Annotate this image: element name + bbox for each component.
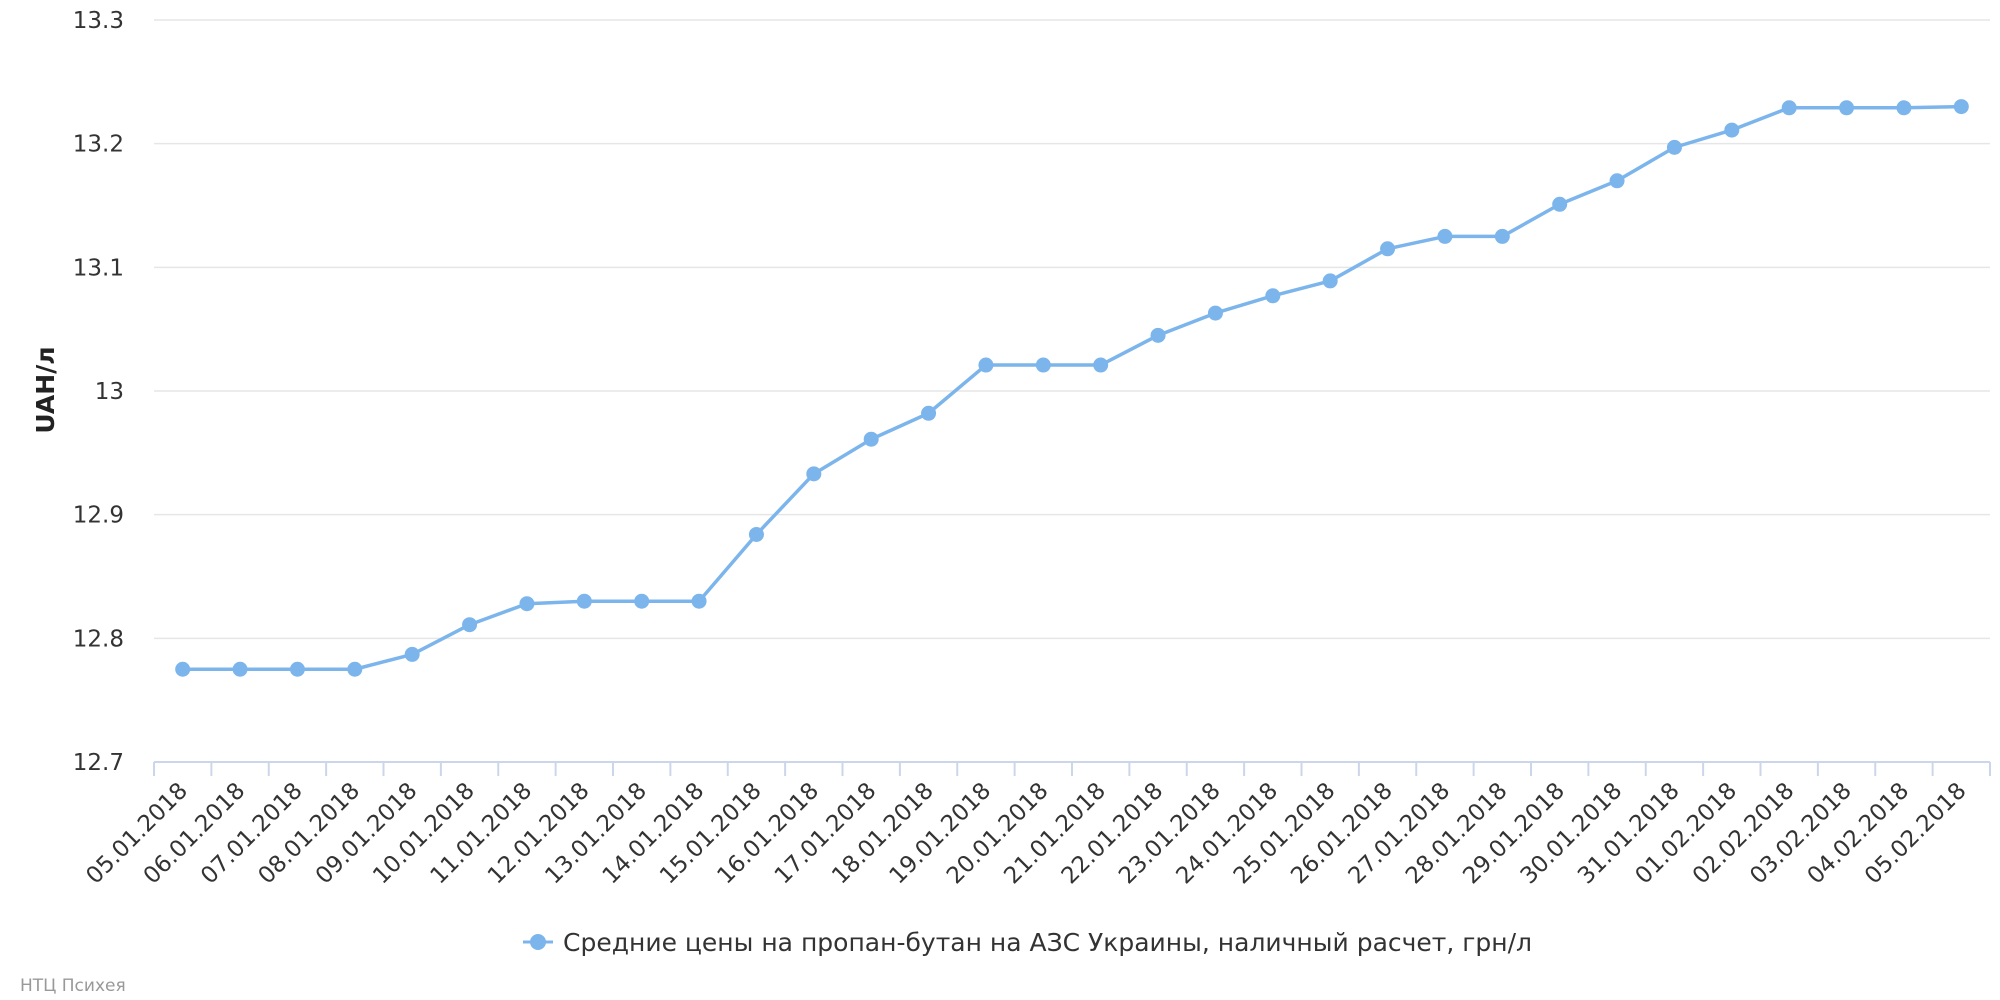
y-tick-label: 12.9 bbox=[73, 503, 124, 529]
data-point[interactable] bbox=[1265, 288, 1281, 304]
data-point[interactable] bbox=[404, 646, 420, 662]
y-tick-label: 13.3 bbox=[73, 8, 124, 34]
legend[interactable]: Средние цены на пропан-бутан на АЗС Укра… bbox=[523, 928, 1532, 957]
data-point[interactable] bbox=[1666, 139, 1682, 155]
grid-lines bbox=[154, 19, 1990, 640]
data-point[interactable] bbox=[1093, 357, 1109, 373]
data-point[interactable] bbox=[347, 661, 363, 677]
legend-label[interactable]: Средние цены на пропан-бутан на АЗС Укра… bbox=[563, 928, 1532, 957]
data-point[interactable] bbox=[1035, 357, 1051, 373]
y-tick-label: 12.7 bbox=[73, 750, 124, 776]
data-point[interactable] bbox=[1781, 100, 1797, 116]
data-point[interactable] bbox=[806, 466, 822, 482]
data-point[interactable] bbox=[1150, 327, 1166, 343]
y-axis-title: UAH/л bbox=[31, 346, 60, 433]
legend-marker-icon bbox=[530, 934, 546, 950]
data-point[interactable] bbox=[576, 593, 592, 609]
data-point[interactable] bbox=[1494, 228, 1510, 244]
data-point[interactable] bbox=[863, 431, 879, 447]
data-point[interactable] bbox=[1609, 173, 1625, 189]
data-point[interactable] bbox=[289, 661, 305, 677]
data-point[interactable] bbox=[634, 593, 650, 609]
data-point[interactable] bbox=[175, 661, 191, 677]
data-point[interactable] bbox=[1953, 99, 1969, 115]
data-point[interactable] bbox=[232, 661, 248, 677]
data-point[interactable] bbox=[519, 596, 535, 612]
x-axis bbox=[153, 761, 1991, 776]
credit-text: НТЦ Психея bbox=[20, 976, 126, 996]
y-tick-label: 13 bbox=[95, 379, 124, 405]
data-point[interactable] bbox=[1839, 100, 1855, 116]
data-point[interactable] bbox=[1380, 241, 1396, 257]
series-line bbox=[180, 104, 1964, 671]
data-point[interactable] bbox=[462, 617, 478, 633]
x-tick-labels: 05.01.201806.01.201807.01.201808.01.2018… bbox=[81, 778, 1971, 890]
data-point[interactable] bbox=[978, 357, 994, 373]
series-line-path bbox=[180, 104, 1964, 671]
y-tick-label: 13.2 bbox=[73, 132, 124, 158]
data-point[interactable] bbox=[1896, 100, 1912, 116]
data-point[interactable] bbox=[921, 405, 937, 421]
data-point[interactable] bbox=[1552, 196, 1568, 212]
data-point[interactable] bbox=[691, 593, 707, 609]
data-point[interactable] bbox=[1207, 305, 1223, 321]
data-point[interactable] bbox=[1437, 228, 1453, 244]
data-point[interactable] bbox=[1724, 122, 1740, 138]
y-axis: 12.7 12.8 12.9 13 13.1 13.2 13.3 bbox=[73, 8, 124, 776]
y-tick-label: 13.1 bbox=[73, 255, 124, 281]
series-points[interactable] bbox=[175, 99, 1969, 677]
data-point[interactable] bbox=[748, 526, 764, 542]
y-tick-label: 12.8 bbox=[73, 626, 124, 652]
data-point[interactable] bbox=[1322, 273, 1338, 289]
